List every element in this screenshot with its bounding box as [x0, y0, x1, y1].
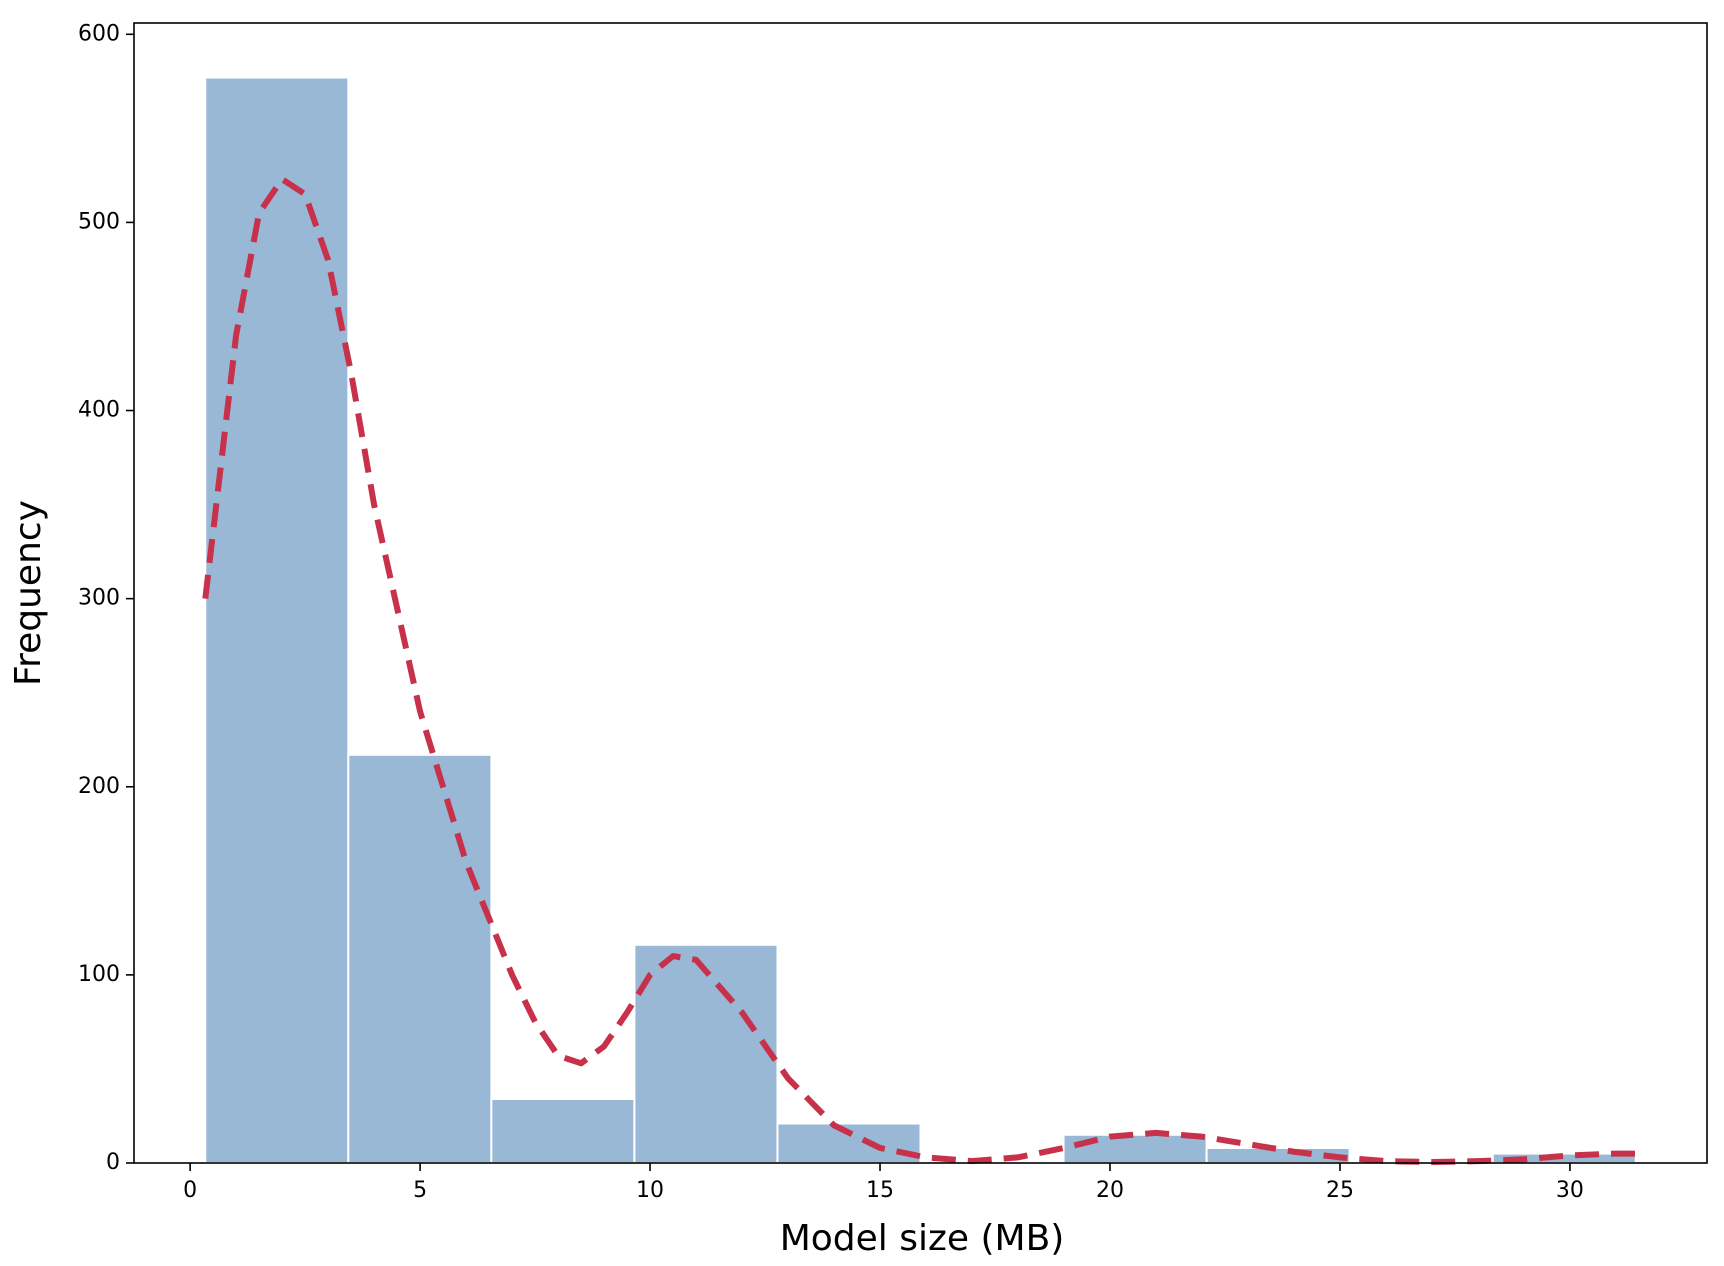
- y-axis-label: Frequency: [8, 500, 49, 686]
- x-tick-label: 30: [1556, 1178, 1584, 1203]
- y-tick-label: 600: [78, 21, 120, 46]
- x-tick-label: 15: [866, 1178, 894, 1203]
- bar: [204, 76, 350, 1165]
- x-axis-label: Model size (MB): [780, 1218, 1065, 1259]
- y-tick-label: 100: [78, 962, 120, 987]
- x-tick-label: 10: [636, 1178, 664, 1203]
- y-tick-label: 200: [78, 774, 120, 799]
- x-tick-label: 5: [413, 1178, 427, 1203]
- x-tick-label: 0: [183, 1178, 197, 1203]
- y-tick-label: 300: [78, 586, 120, 611]
- x-tick-label: 25: [1326, 1178, 1354, 1203]
- y-tick-label: 0: [106, 1150, 120, 1175]
- plot-frame: [133, 22, 1708, 1164]
- bar: [347, 753, 493, 1164]
- x-tick-label: 20: [1096, 1178, 1124, 1203]
- bar: [490, 1098, 636, 1164]
- y-tick-label: 500: [78, 209, 120, 234]
- bar: [633, 943, 779, 1164]
- bar: [1062, 1133, 1208, 1165]
- kde-line: [202, 176, 1636, 1166]
- y-tick-label: 400: [78, 398, 120, 423]
